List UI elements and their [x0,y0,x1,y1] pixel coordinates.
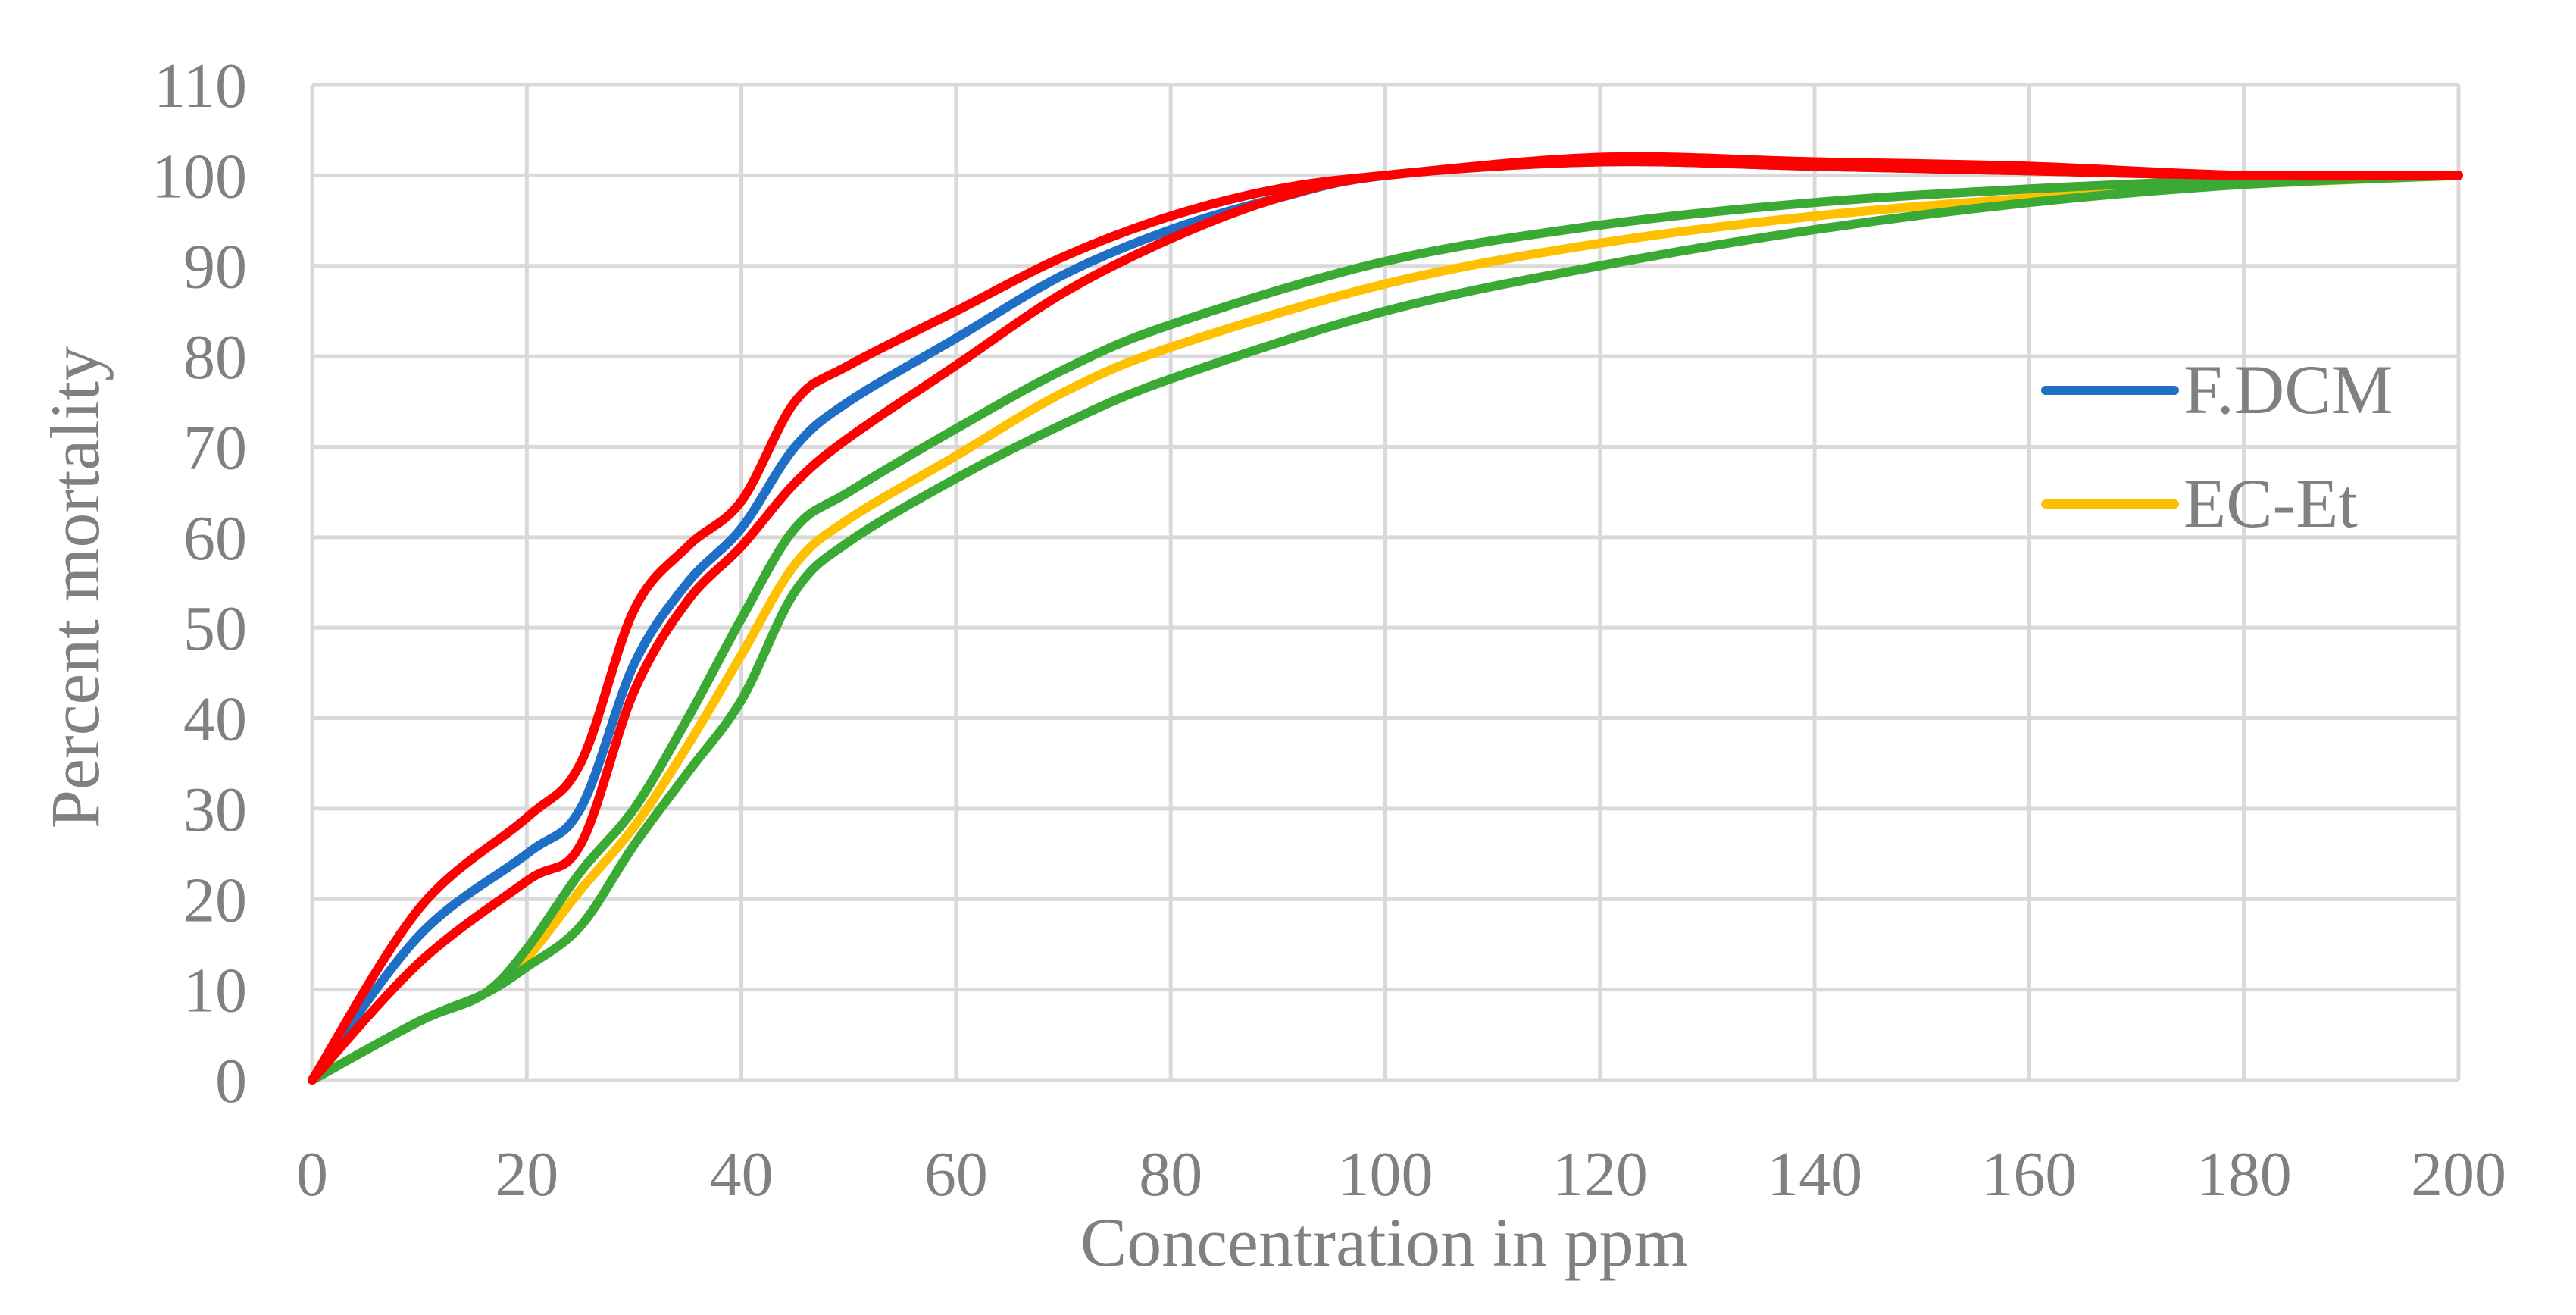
y-tick-label: 100 [152,141,247,211]
y-tick-label: 70 [183,412,247,483]
series-line-f-dcm-lower [308,157,2463,1085]
series-line-ec-et [308,171,2463,1085]
y-tick-label: 0 [215,1046,247,1116]
y-tick-label: 20 [183,865,247,935]
y-axis-title: Percent mortality [36,346,114,828]
x-tick-label: 120 [1552,1139,1648,1210]
y-tick-label: 30 [183,775,247,845]
x-tick-label: 60 [924,1139,988,1210]
y-axis-ticks: 0 10 20 30 40 50 60 70 80 90 100 110 [152,51,247,1116]
y-tick-label: 60 [183,503,247,574]
series-lines [308,152,2463,1085]
y-tick-label: 40 [183,684,247,755]
y-tick-label: 90 [183,232,247,302]
x-tick-label: 80 [1139,1139,1202,1210]
x-tick-label: 140 [1767,1139,1862,1210]
x-tick-label: 200 [2411,1139,2506,1210]
y-tick-label: 80 [183,322,247,393]
y-tick-label: 10 [183,956,247,1026]
x-axis-ticks: 0 20 40 60 80 100 120 140 160 180 200 [296,1139,2506,1210]
x-tick-label: 180 [2196,1139,2292,1210]
x-tick-label: 100 [1338,1139,1433,1210]
series-line-ec-et-upper [308,171,2463,1085]
legend-label-f-dcm: F.DCM [2184,351,2393,428]
x-tick-label: 40 [710,1139,774,1210]
x-tick-label: 160 [1981,1139,2077,1210]
series-line-f-dcm-upper [308,152,2463,1085]
x-tick-label: 0 [296,1139,328,1210]
series-line-ec-et-lower [308,171,2463,1085]
y-tick-label: 110 [154,51,247,121]
x-tick-label: 20 [495,1139,558,1210]
y-tick-label: 50 [183,593,247,664]
legend-label-ec-et: EC-Et [2184,465,2358,542]
legend: F.DCM EC-Et [2041,351,2393,542]
gridlines [310,83,2461,1082]
x-axis-title: Concentration in ppm [1080,1204,1688,1281]
